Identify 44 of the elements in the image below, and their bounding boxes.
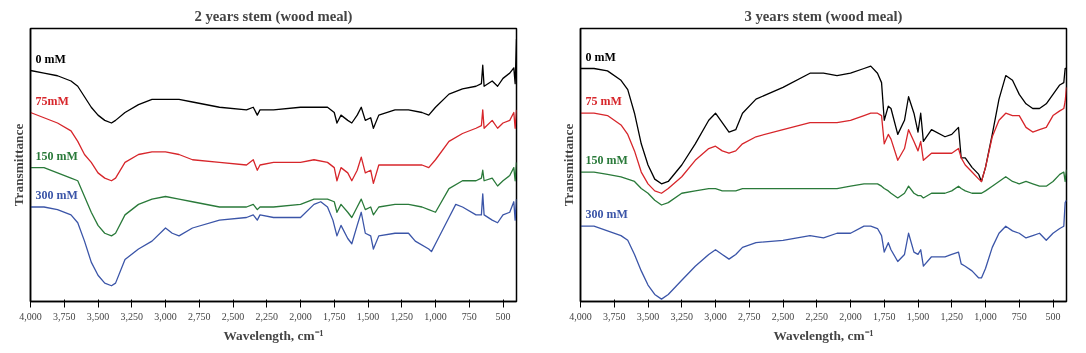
- x-tick-label: 750: [1011, 310, 1027, 322]
- x-tick-label: 1,000: [424, 310, 447, 322]
- x-tick-label: 3,500: [636, 310, 660, 322]
- x-tick-label: 750: [461, 310, 477, 322]
- x-tick-label: 3,750: [53, 310, 76, 322]
- x-tick-label: 2,250: [255, 310, 278, 322]
- series-label: 300 mM: [585, 207, 628, 222]
- series-label: 0 mM: [35, 51, 66, 66]
- y-axis-title: Transmittance: [10, 123, 26, 207]
- x-tick-label: 3,250: [670, 310, 693, 322]
- series-label: 75mM: [35, 93, 69, 108]
- chart-title: 3 years stem (wood meal): [744, 7, 903, 25]
- series-label: 300 mM: [35, 188, 78, 202]
- x-tick-label: 1,750: [873, 310, 896, 322]
- series-label: 150 mM: [35, 148, 78, 163]
- x-tick-label: 1,500: [906, 310, 930, 322]
- x-tick-label: 2,750: [738, 310, 761, 322]
- x-tick-label: 4,000: [19, 310, 42, 322]
- x-tick-label: 3,250: [120, 310, 143, 322]
- x-tick-label: 1,500: [356, 310, 380, 322]
- y-axis-title: Transmittance: [560, 123, 576, 207]
- x-tick-label: 1,250: [940, 310, 963, 322]
- x-tick-label: 3,000: [704, 310, 727, 322]
- x-tick-label: 2,500: [221, 310, 245, 322]
- x-tick-label: 2,750: [188, 310, 211, 322]
- x-tick-label: 3,000: [154, 310, 177, 322]
- chart-title: 2 years stem (wood meal): [194, 7, 353, 25]
- x-tick-label: 2,250: [805, 310, 828, 322]
- x-tick-label: 1,250: [390, 310, 413, 322]
- x-axis-title: Wavelength, cm⁻¹: [773, 327, 874, 343]
- x-tick-label: 3,500: [86, 310, 110, 322]
- x-tick-label: 1,000: [974, 310, 997, 322]
- x-tick-label: 3,750: [603, 310, 626, 322]
- x-tick-label: 2,500: [771, 310, 795, 322]
- series-label: 75 mM: [585, 94, 622, 109]
- series-label: 0 mM: [585, 49, 616, 64]
- x-axis-title: Wavelength, cm⁻¹: [223, 327, 324, 343]
- series-label: 150 mM: [585, 153, 628, 168]
- x-tick-label: 4,000: [569, 310, 592, 322]
- x-tick-label: 1,750: [323, 310, 346, 322]
- x-tick-label: 2,000: [839, 310, 862, 322]
- x-tick-label: 2,000: [289, 310, 312, 322]
- x-tick-label: 500: [495, 310, 511, 322]
- x-tick-label: 500: [1045, 310, 1061, 322]
